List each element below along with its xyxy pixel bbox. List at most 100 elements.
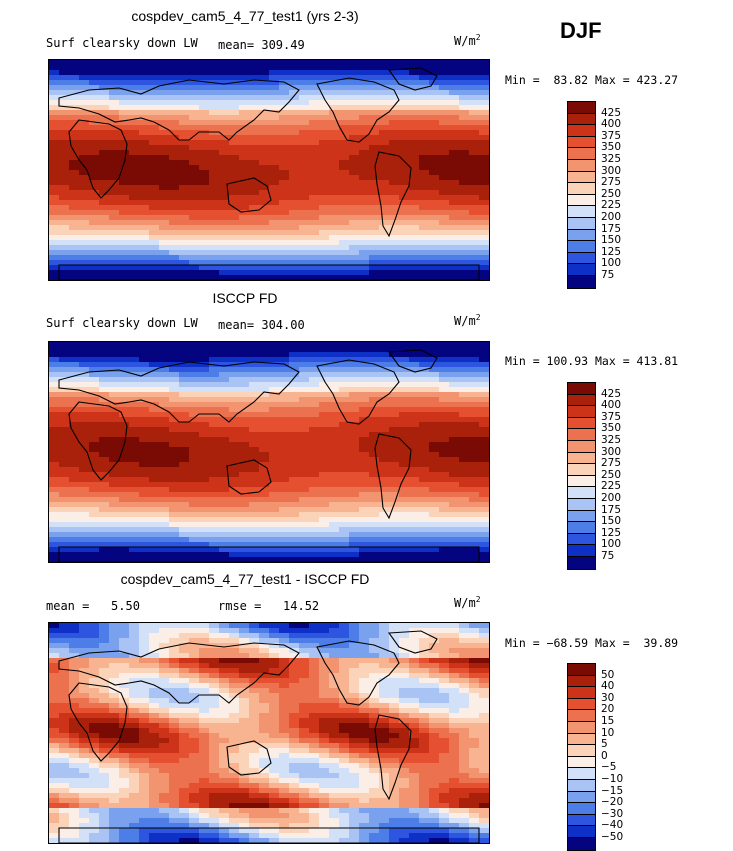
- field-cell: [429, 200, 439, 205]
- field-cell: [109, 653, 119, 658]
- field-cell: [49, 442, 59, 447]
- field-cell: [319, 492, 329, 497]
- field-cell: [449, 347, 459, 352]
- field-cell: [459, 708, 469, 713]
- field-cell: [279, 432, 289, 437]
- field-cell: [229, 728, 239, 733]
- field-cell: [289, 457, 299, 462]
- field-cell: [379, 65, 389, 70]
- field-cell: [389, 235, 399, 240]
- field-cell: [189, 235, 199, 240]
- field-cell: [459, 678, 469, 683]
- field-cell: [289, 160, 299, 165]
- field-cell: [59, 628, 69, 633]
- field-cell: [99, 462, 109, 467]
- field-cell: [479, 90, 489, 95]
- field-cell: [79, 738, 89, 743]
- field-cell: [329, 698, 339, 703]
- field-cell: [139, 447, 149, 452]
- field-cell: [359, 673, 369, 678]
- field-cell: [139, 467, 149, 472]
- field-cell: [59, 195, 69, 200]
- field-cell: [219, 115, 229, 120]
- field-cell: [379, 135, 389, 140]
- field-cell: [89, 733, 99, 738]
- field-cell: [139, 527, 149, 532]
- field-cell: [119, 552, 129, 557]
- field-cell: [429, 628, 439, 633]
- field-cell: [479, 442, 489, 447]
- field-cell: [369, 230, 379, 235]
- field-cell: [249, 557, 259, 562]
- field-cell: [139, 215, 149, 220]
- field-cell: [289, 250, 299, 255]
- field-cell: [109, 522, 119, 527]
- field-cell: [359, 457, 369, 462]
- field-cell: [279, 522, 289, 527]
- field-cell: [379, 125, 389, 130]
- field-cell: [49, 175, 59, 180]
- field-cell: [169, 427, 179, 432]
- min-max-stats: Min = 83.82 Max = 423.27: [505, 73, 678, 87]
- field-cell: [219, 688, 229, 693]
- field-cell: [359, 442, 369, 447]
- field-cell: [269, 728, 279, 733]
- field-cell: [319, 713, 329, 718]
- field-cell: [469, 432, 479, 437]
- field-cell: [249, 170, 259, 175]
- field-cell: [229, 85, 239, 90]
- field-cell: [459, 225, 469, 230]
- field-cell: [479, 392, 489, 397]
- field-cell: [209, 547, 219, 552]
- field-cell: [419, 80, 429, 85]
- mean-label: mean= 309.49: [218, 38, 305, 52]
- field-cell: [469, 633, 479, 638]
- field-cell: [99, 275, 109, 280]
- field-cell: [479, 417, 489, 422]
- field-cell: [79, 658, 89, 663]
- field-cell: [149, 377, 159, 382]
- colorbar-tick-label: 100: [601, 539, 621, 550]
- field-cell: [399, 728, 409, 733]
- field-cell: [359, 170, 369, 175]
- field-cell: [159, 275, 169, 280]
- field-cell: [269, 265, 279, 270]
- field-cell: [359, 502, 369, 507]
- field-cell: [259, 417, 269, 422]
- field-cell: [409, 120, 419, 125]
- field-cell: [369, 90, 379, 95]
- field-cell: [269, 723, 279, 728]
- field-cell: [109, 557, 119, 562]
- field-cell: [299, 372, 309, 377]
- field-cell: [389, 527, 399, 532]
- field-cell: [69, 215, 79, 220]
- field-cell: [159, 220, 169, 225]
- field-cell: [59, 397, 69, 402]
- field-cell: [209, 110, 219, 115]
- field-cell: [359, 347, 369, 352]
- field-cell: [199, 658, 209, 663]
- field-cell: [259, 85, 269, 90]
- field-cell: [449, 527, 459, 532]
- field-cell: [209, 653, 219, 658]
- field-cell: [179, 507, 189, 512]
- field-cell: [409, 412, 419, 417]
- field-cell: [459, 683, 469, 688]
- field-cell: [419, 477, 429, 482]
- field-cell: [229, 497, 239, 502]
- field-cell: [89, 362, 99, 367]
- field-cell: [459, 402, 469, 407]
- field-cell: [379, 347, 389, 352]
- field-cell: [459, 397, 469, 402]
- field-cell: [339, 477, 349, 482]
- field-cell: [119, 105, 129, 110]
- field-cell: [339, 275, 349, 280]
- field-cell: [359, 270, 369, 275]
- field-cell: [219, 648, 229, 653]
- field-cell: [119, 115, 129, 120]
- field-cell: [249, 200, 259, 205]
- field-cell: [149, 457, 159, 462]
- field-cell: [269, 160, 279, 165]
- field-cell: [59, 255, 69, 260]
- field-cell: [429, 225, 439, 230]
